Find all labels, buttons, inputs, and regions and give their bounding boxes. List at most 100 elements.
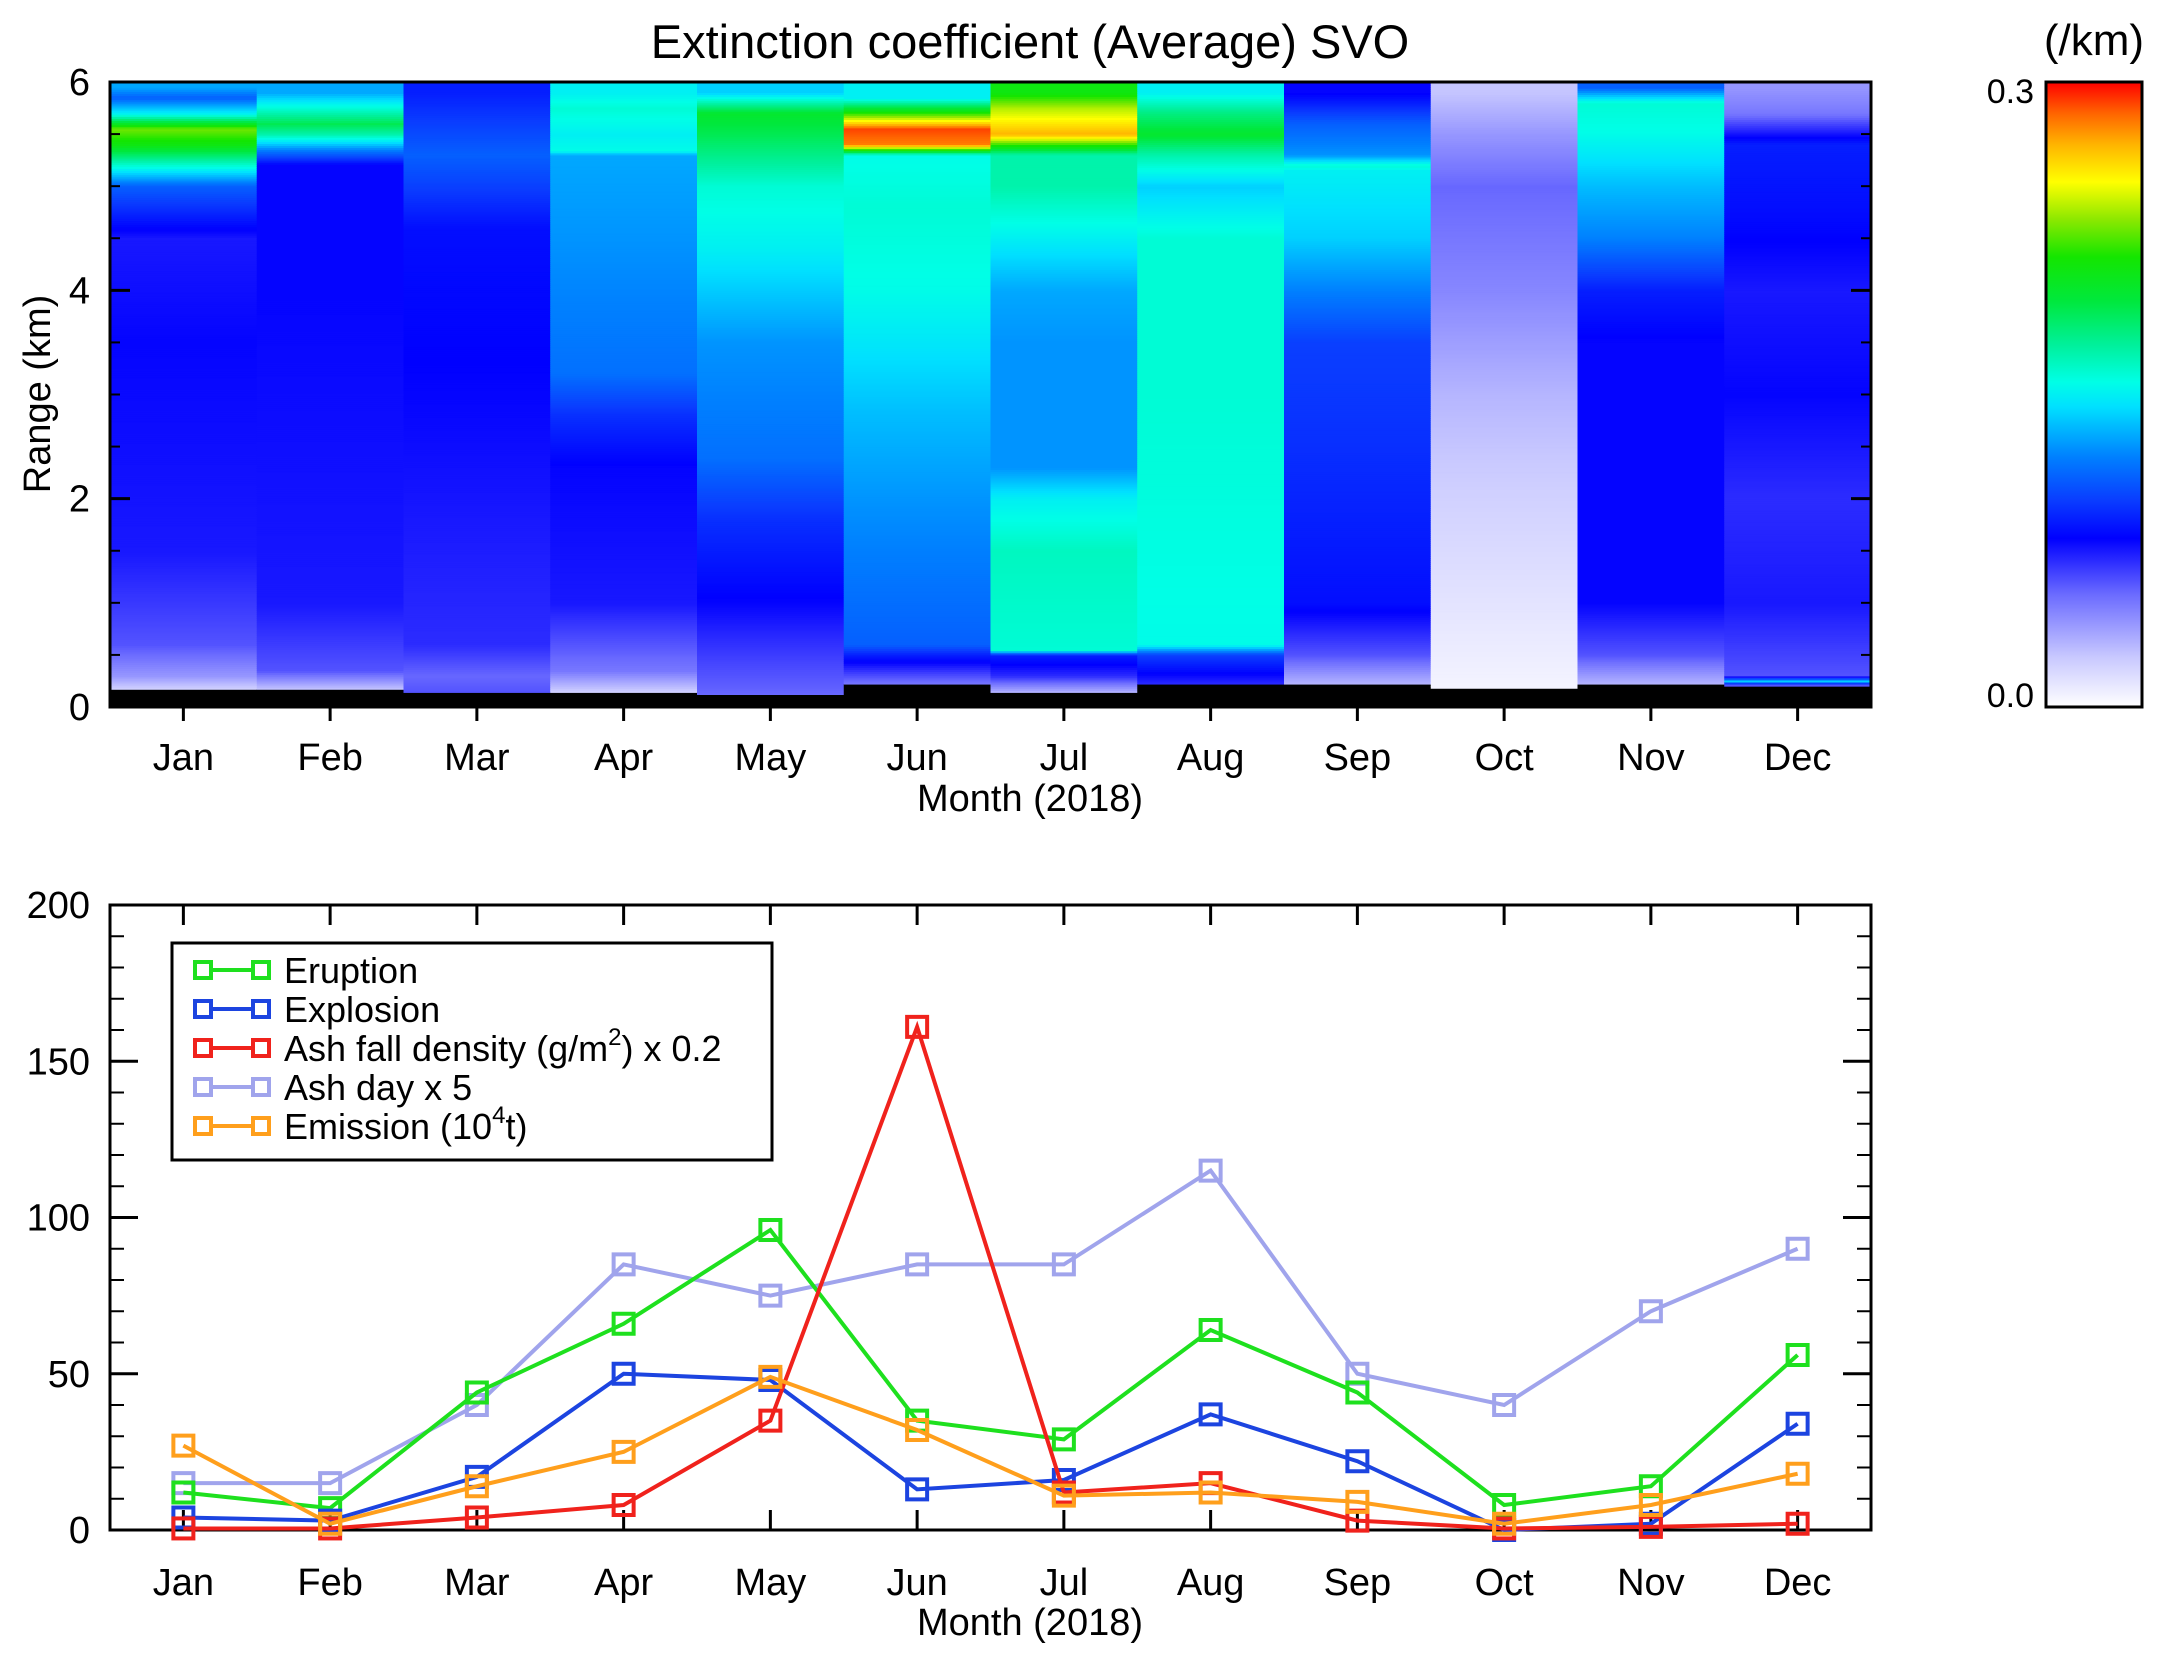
heatmap-cell: [1577, 550, 1725, 554]
heatmap-cell: [1284, 402, 1432, 406]
heatmap-cell: [403, 592, 551, 595]
heatmap-cell: [1724, 596, 1872, 600]
heatmap-cell: [403, 348, 551, 352]
heatmap-cell: [1284, 196, 1432, 200]
heatmap-cell: [843, 323, 991, 327]
heatmap-cell: [990, 294, 1138, 298]
heatmap-cell: [256, 558, 404, 561]
heatmap-cell: [256, 572, 404, 576]
heatmap-cell: [256, 143, 404, 147]
heatmap-cell: [403, 442, 551, 445]
heatmap-cell: [1284, 617, 1432, 620]
heatmap-cell: [256, 416, 404, 419]
heatmap-cell: [1577, 213, 1725, 216]
heatmap-cell: [403, 446, 551, 450]
heatmap-cell: [1724, 377, 1872, 381]
heatmap-cell: [110, 120, 258, 124]
heatmap-cell: [1430, 175, 1578, 179]
heatmap-cell: [1284, 669, 1432, 673]
heatmap-cell: [697, 475, 845, 479]
heatmap-cell: [697, 634, 845, 637]
heatmap-cell: [550, 221, 698, 225]
heatmap-cell: [990, 494, 1138, 498]
heatmap-cell: [110, 247, 258, 251]
heatmap-cell: [1284, 532, 1432, 535]
heatmap-cell: [990, 127, 1138, 131]
heatmap-cell: [1137, 525, 1285, 529]
heatmap-cell: [256, 93, 404, 97]
heatmap-column-jun: [843, 82, 991, 707]
heatmap-cell: [256, 151, 404, 155]
heatmap-cell: [110, 653, 258, 657]
heatmap-cell: [1430, 504, 1578, 508]
heatmap-cell: [1284, 177, 1432, 181]
heatmap-cell: [843, 677, 991, 681]
heatmap-cell: [403, 598, 551, 602]
heatmap-cell: [1137, 175, 1285, 179]
heatmap-cell: [256, 295, 404, 299]
heatmap-cell: [1137, 184, 1285, 187]
heatmap-cell: [403, 359, 551, 362]
heatmap-cell: [550, 244, 698, 248]
heatmap-cell: [403, 638, 551, 641]
heatmap-cell: [1577, 244, 1725, 248]
heatmap-cell: [697, 392, 845, 395]
heatmap-cell: [1284, 98, 1432, 102]
heatmap-cell: [1430, 446, 1578, 450]
heatmap-cell: [697, 200, 845, 204]
heatmap-cell: [697, 413, 845, 416]
heatmap-cell: [1284, 665, 1432, 668]
heatmap-cell: [256, 395, 404, 399]
heatmap-cell: [110, 591, 258, 594]
heatmap-cell: [1284, 529, 1432, 533]
heatmap-cell: [1137, 302, 1285, 306]
heatmap-cell: [256, 137, 404, 140]
heatmap-cell: [403, 492, 551, 495]
heatmap-cell: [403, 292, 551, 295]
heatmap-cell: [1724, 371, 1872, 375]
heatmap-cell: [1430, 542, 1578, 545]
heatmap-cell: [403, 659, 551, 662]
heatmap-cell: [1430, 252, 1578, 256]
heatmap-cell: [1284, 409, 1432, 412]
heatmap-cell: [1137, 552, 1285, 556]
heatmap-cell: [697, 573, 845, 577]
heatmap-cell: [1430, 171, 1578, 175]
heatmap-cell: [403, 425, 551, 429]
heatmap-cell: [843, 252, 991, 256]
heatmap-cell: [403, 436, 551, 439]
heatmap-cell: [403, 525, 551, 529]
heatmap-cell: [1577, 267, 1725, 270]
heatmap-cell: [403, 175, 551, 179]
heatmap-cell: [256, 218, 404, 222]
heatmap-cell: [1430, 140, 1578, 143]
heatmap-cell: [110, 160, 258, 163]
heatmap-cell: [1577, 184, 1725, 187]
heatmap-cell: [1430, 638, 1578, 641]
heatmap-cell: [1577, 388, 1725, 391]
heatmap-cell: [697, 479, 845, 483]
heatmap-cell: [843, 115, 991, 118]
heatmap-cell: [1284, 540, 1432, 543]
heatmap-cell: [1577, 663, 1725, 666]
heatmap-cell: [1577, 607, 1725, 610]
heatmap-cell: [1577, 192, 1725, 195]
heatmap-cell: [110, 399, 258, 403]
heatmap-cell: [550, 596, 698, 600]
heatmap-cell: [1284, 354, 1432, 358]
heatmap-cell: [403, 636, 551, 639]
heatmap-cell: [1137, 632, 1285, 635]
heatmap-cell: [550, 598, 698, 602]
heatmap-cell: [697, 411, 845, 414]
heatmap-cell: [843, 532, 991, 535]
heatmap-cell: [1284, 423, 1432, 427]
heatmap-cell: [110, 485, 258, 488]
heatmap-cell: [1724, 421, 1872, 425]
heatmap-cell: [990, 590, 1138, 593]
heatmap-cell: [1284, 179, 1432, 183]
heatmap-cell: [403, 232, 551, 235]
heatmap-cell: [1137, 379, 1285, 383]
heatmap-cell: [1724, 109, 1872, 112]
heatmap-cell: [550, 511, 698, 514]
heatmap-cell: [1430, 142, 1578, 145]
